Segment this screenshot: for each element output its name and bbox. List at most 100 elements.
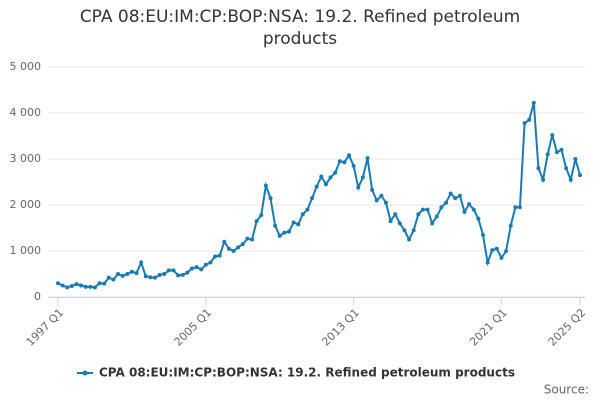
data-point [74, 282, 79, 287]
data-point [393, 212, 398, 217]
data-point [434, 214, 439, 219]
data-point [310, 196, 315, 201]
data-point [397, 221, 402, 226]
data-point [328, 175, 333, 180]
data-point [370, 187, 375, 192]
data-point [56, 281, 60, 286]
data-point [273, 223, 278, 228]
y-tick-label: 2 000 [10, 198, 42, 211]
data-point [153, 275, 158, 280]
data-point [259, 213, 264, 218]
data-point [236, 245, 241, 250]
data-point [430, 221, 435, 226]
y-tick-label: 5 000 [10, 60, 42, 73]
data-point [453, 196, 458, 201]
data-point [180, 272, 185, 277]
x-tick-label: 2013 Q1 [319, 306, 362, 349]
data-point [116, 272, 121, 276]
x-tick-label: 2021 Q1 [467, 306, 510, 349]
data-point [231, 249, 236, 253]
data-point [106, 275, 111, 280]
data-point [578, 173, 582, 178]
data-point [263, 183, 268, 188]
data-point [217, 253, 222, 258]
data-point [291, 220, 296, 225]
data-point [148, 275, 153, 280]
data-point [342, 160, 347, 165]
data-point [319, 174, 324, 179]
data-point [83, 284, 88, 289]
x-tick-label: 2025 Q2 [546, 306, 589, 349]
legend-label: CPA 08:EU:IM:CP:BOP:NSA: 19.2. Refined p… [99, 366, 515, 380]
data-point [171, 268, 176, 273]
data-point [536, 166, 541, 171]
y-tick-label: 0 [34, 290, 41, 303]
data-point [517, 205, 522, 210]
data-point [485, 260, 490, 265]
data-point [162, 272, 167, 276]
data-point [157, 272, 162, 277]
data-point [527, 117, 532, 122]
data-point [471, 207, 476, 212]
source: Source: [544, 383, 589, 397]
data-point [439, 205, 444, 210]
data-point [508, 223, 513, 228]
data-point [379, 193, 384, 198]
data-point [365, 156, 370, 161]
data-point [277, 233, 282, 238]
data-point [92, 285, 97, 290]
data-point [333, 170, 338, 175]
data-point [573, 157, 578, 161]
data-point [494, 246, 499, 251]
data-point [550, 133, 555, 138]
data-point [88, 284, 93, 289]
legend-marker [82, 370, 88, 376]
data-point [420, 207, 425, 212]
data-point [208, 260, 213, 265]
data-point [462, 209, 467, 214]
data-point [490, 248, 495, 253]
data-point [65, 285, 70, 290]
data-point [300, 212, 305, 217]
data-point [545, 152, 550, 157]
data-point [245, 236, 250, 241]
data-point [402, 228, 407, 233]
data-point [129, 269, 134, 274]
data-point [383, 200, 388, 205]
data-point [360, 175, 365, 180]
data-point [296, 222, 301, 227]
data-point [541, 177, 546, 182]
data-point [425, 207, 430, 212]
data-point [250, 237, 255, 242]
data-point [411, 228, 416, 233]
data-point [139, 260, 144, 265]
data-point [347, 153, 352, 158]
data-point [388, 219, 393, 224]
data-point [286, 229, 291, 234]
data-point [374, 198, 379, 203]
x-tick-label: 2005 Q1 [172, 306, 215, 349]
data-point [69, 283, 74, 288]
data-point [189, 266, 194, 271]
data-point [226, 246, 231, 251]
data-point [480, 232, 485, 237]
data-point [314, 184, 319, 189]
data-point [504, 249, 509, 253]
data-point [222, 239, 227, 244]
data-point [351, 163, 356, 168]
data-point [499, 255, 504, 260]
data-point [134, 271, 139, 276]
data-point [522, 121, 527, 126]
data-point [337, 159, 342, 164]
data-point [282, 230, 287, 235]
data-point [79, 283, 84, 288]
y-tick-label: 4 000 [10, 106, 42, 119]
y-tick-label: 1 000 [10, 244, 42, 257]
data-point [120, 273, 125, 278]
data-point [143, 274, 148, 279]
data-point [476, 216, 481, 221]
data-point [111, 277, 116, 282]
x-tick-label: 1997 Q1 [24, 306, 67, 349]
